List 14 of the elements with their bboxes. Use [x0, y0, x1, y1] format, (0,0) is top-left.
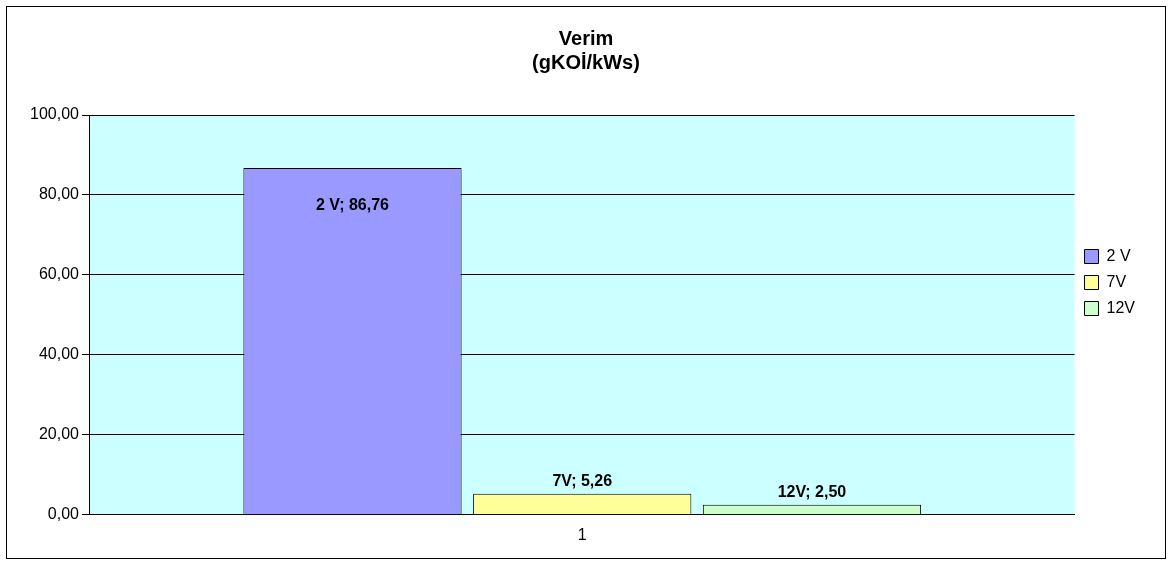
y-tick-label: 0,00 — [47, 505, 80, 523]
data-label: 7V; 5,26 — [552, 472, 613, 490]
legend-label: 12V — [1106, 298, 1136, 316]
y-tick-label: 100,00 — [30, 105, 80, 123]
legend-label: 2 V — [1106, 246, 1131, 264]
chart-title: Verim (gKOİ/kWs) — [532, 26, 640, 73]
y-tick-label: 20,00 — [38, 425, 80, 443]
data-label: 2 V; 86,76 — [316, 196, 390, 214]
y-tick-label: 80,00 — [38, 185, 80, 203]
legend-label: 7V — [1106, 272, 1127, 290]
x-tick-label: 1 — [577, 525, 587, 543]
data-label: 12V; 2,50 — [777, 483, 847, 501]
y-tick-label: 40,00 — [38, 345, 80, 363]
y-tick-label: 60,00 — [38, 265, 80, 283]
